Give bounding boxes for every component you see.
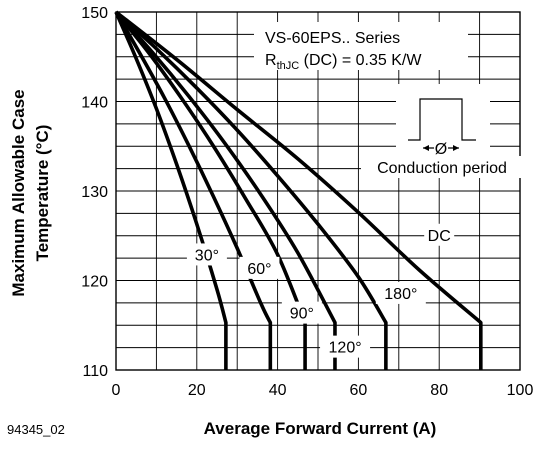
series-line-30deg — [114, 11, 228, 370]
plot-frame — [115, 11, 521, 371]
rth-subscript: thJC — [277, 60, 300, 72]
title-box — [254, 22, 468, 70]
x-tick-label: 60 — [350, 382, 368, 399]
series-label-bg — [320, 335, 371, 358]
y-tick-label: 140 — [81, 95, 108, 112]
y-tick-label: 150 — [81, 5, 108, 22]
x-tick-label: 100 — [507, 382, 534, 399]
series-label-layer: 30° 60° 90° 120° 180° DC — [186, 223, 455, 358]
series-line-60deg — [114, 11, 273, 370]
period-arrow-right — [453, 145, 459, 151]
series-label-bg — [375, 281, 426, 304]
series-line-dc — [114, 10, 483, 370]
y-tick-label: 110 — [82, 363, 108, 380]
series-label: 180° — [384, 286, 417, 303]
y-axis-title-line-2: Temperature (°C) — [33, 125, 52, 262]
conduction-period-inset: Ø Conduction period — [361, 84, 523, 178]
x-axis-title: Average Forward Current (A) — [204, 419, 437, 438]
pulse-waveform — [408, 98, 476, 141]
series-label: DC — [428, 228, 451, 245]
x-tick-label: 20 — [188, 382, 206, 399]
series-label-bg — [424, 223, 455, 246]
rth-suffix: (DC) = 0.35 K/W — [299, 52, 422, 69]
figure-code: 94345_02 — [7, 422, 65, 437]
conduction-symbol: Ø — [435, 141, 447, 158]
tick-layer: 0 20 40 60 80 100 110 120 130 140 150 — [81, 5, 533, 399]
y-tick-label: 130 — [81, 184, 108, 201]
series-line-180deg — [114, 10, 388, 370]
x-tick-label: 40 — [269, 382, 287, 399]
series-line-120deg — [114, 10, 337, 370]
series-label-bg — [239, 256, 280, 279]
conduction-period-caption: Conduction period — [377, 160, 507, 177]
y-tick-label: 120 — [81, 274, 108, 291]
series-label: 60° — [247, 261, 271, 278]
rth-prefix: R — [265, 52, 277, 69]
x-tick-label: 80 — [430, 382, 448, 399]
series-label: 120° — [329, 340, 362, 357]
series-label-bg — [186, 243, 227, 266]
symbol-background — [434, 139, 448, 155]
chart-title: VS-60EPS.. Series — [265, 30, 400, 47]
caption-background — [361, 156, 523, 178]
period-arrow-left — [423, 145, 429, 151]
x-tick-label: 0 — [112, 382, 121, 399]
rth-annotation: RthJC (DC) = 0.35 K/W — [265, 52, 422, 72]
series-label: 30° — [195, 247, 219, 264]
series-label: 90° — [290, 306, 314, 323]
series-label-bg — [281, 301, 322, 324]
y-axis-title-line-1: Maximum Allowable Case — [9, 89, 28, 296]
